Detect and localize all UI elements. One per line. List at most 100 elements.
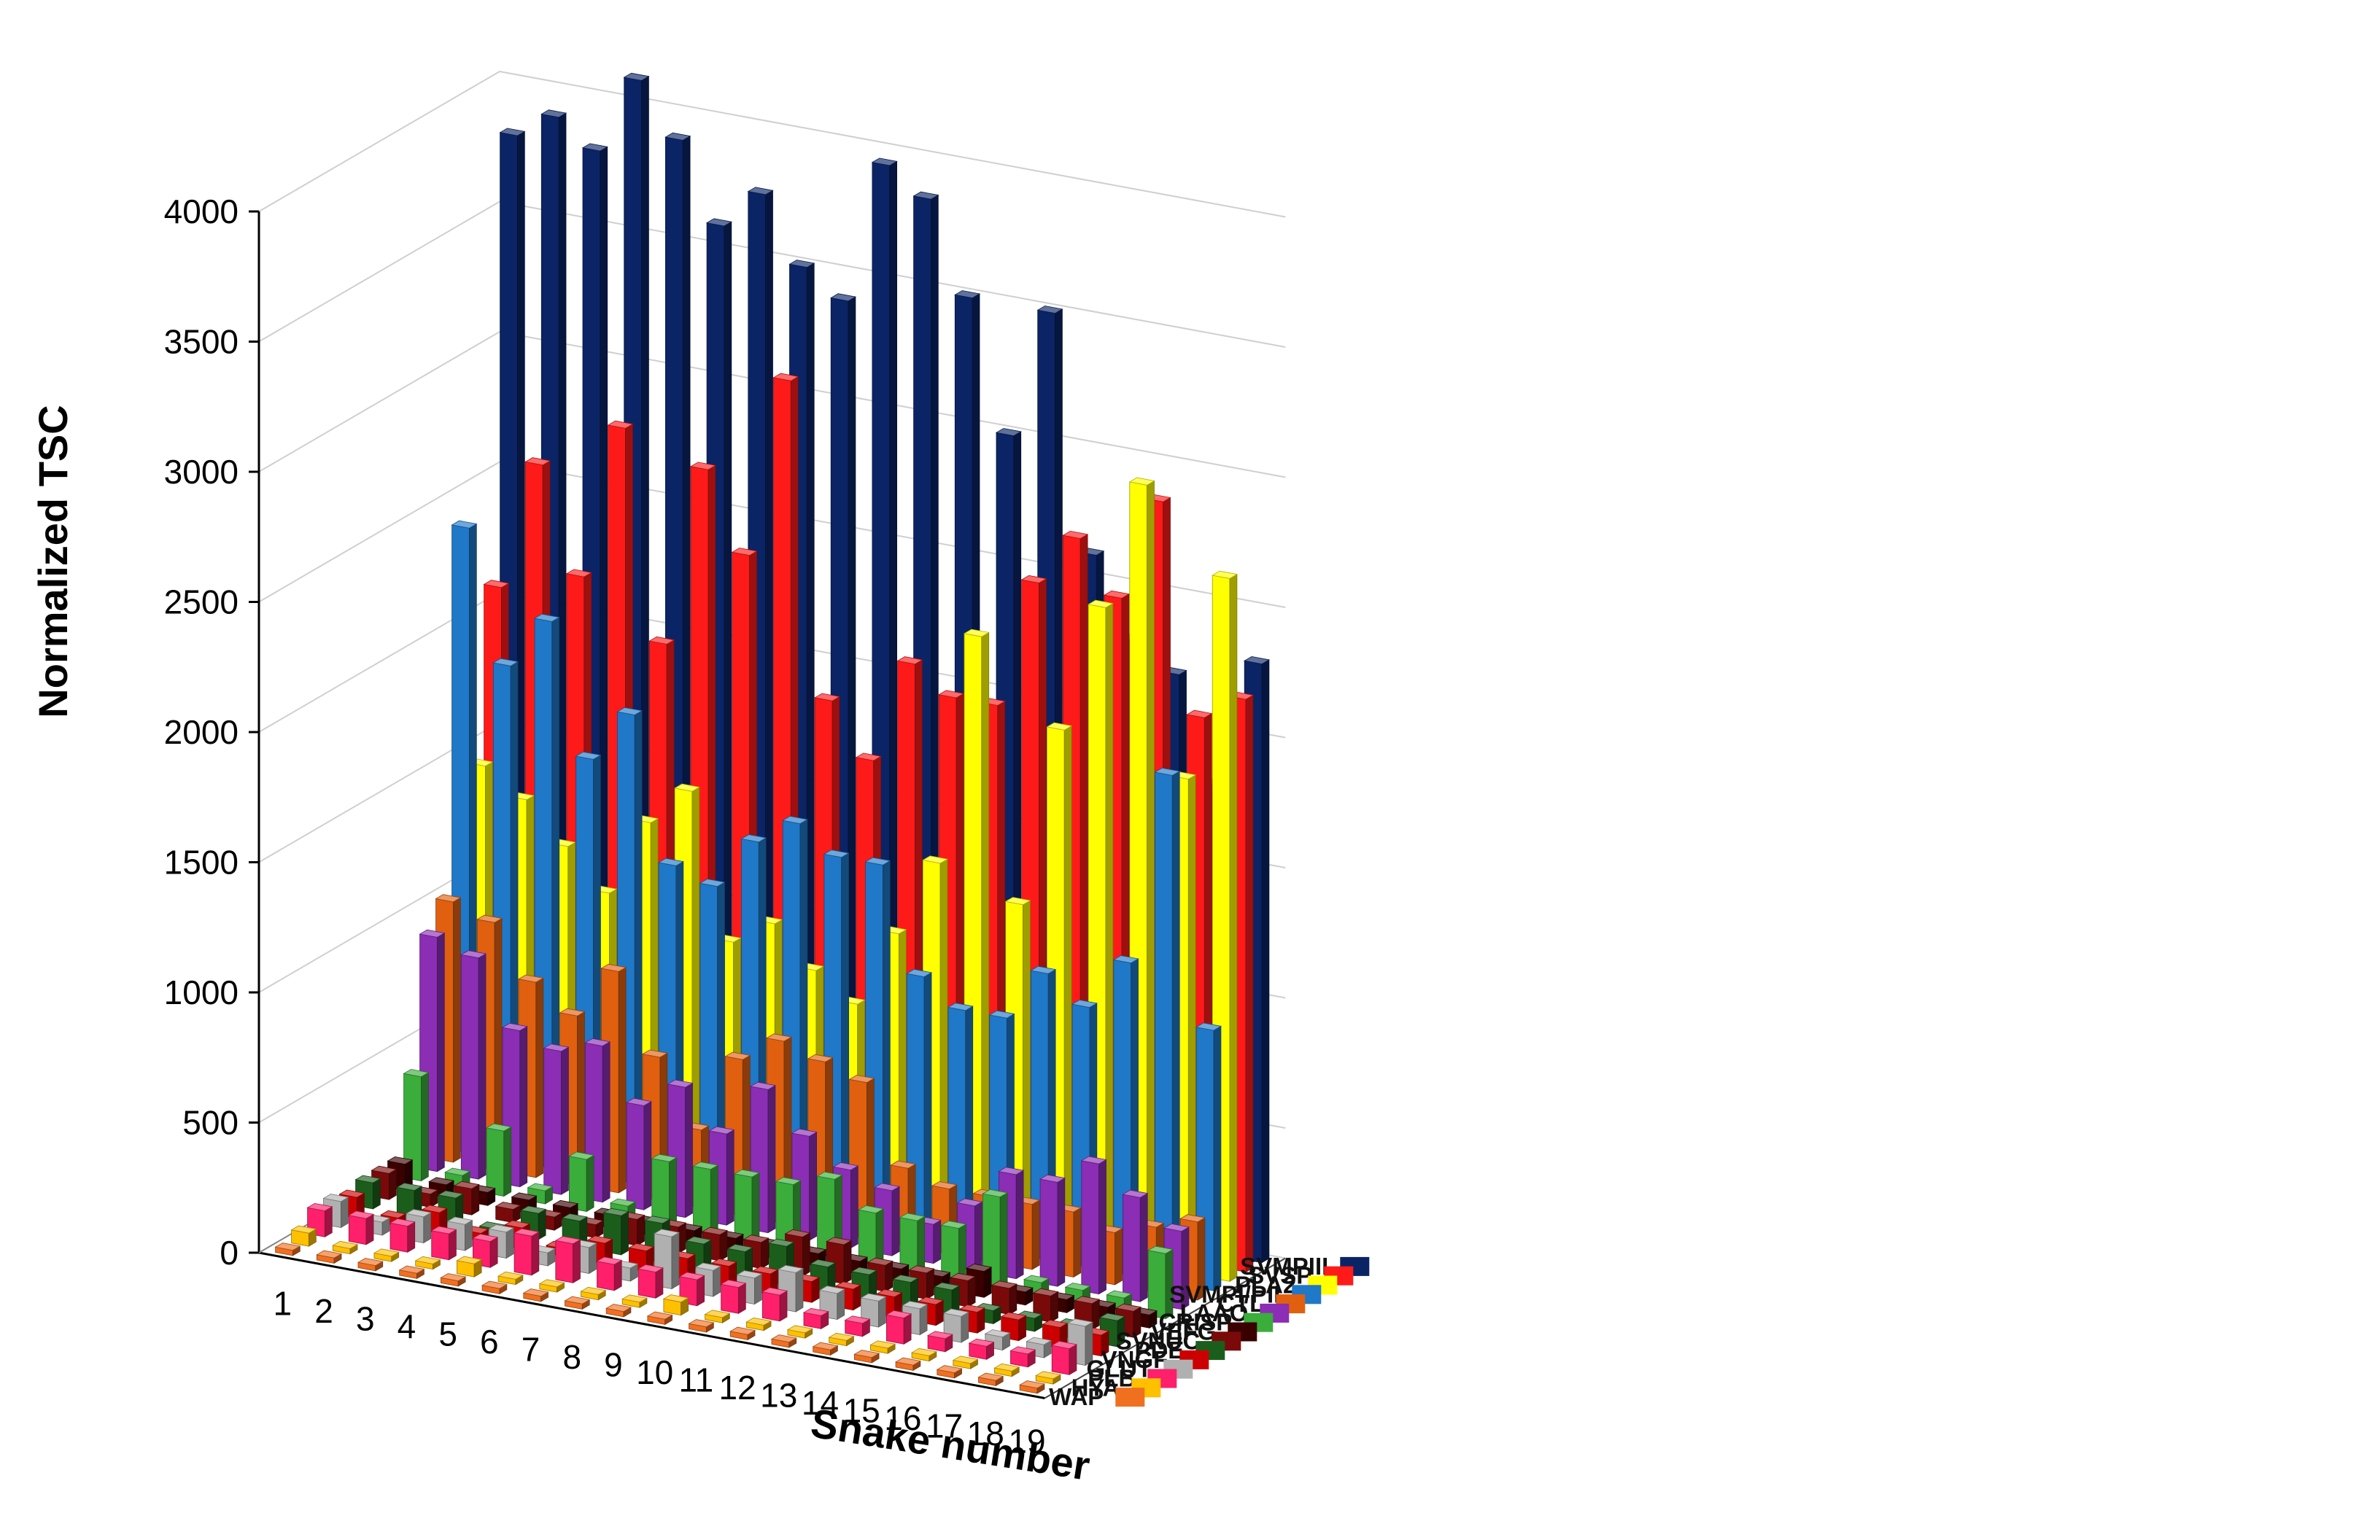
legend-label: WAP [1049,1383,1104,1410]
bar-wap-12 [729,1326,756,1341]
legend-label: CTL [1217,1290,1264,1317]
bar-hya-16 [910,1348,937,1362]
legend-label: SVNUC [1116,1327,1201,1354]
y-tick-label: 1500 [164,844,239,882]
x-tick-label: 14 [802,1384,839,1422]
bar-wap-8 [564,1296,591,1310]
legend-label: CRISP [1158,1309,1232,1336]
bars [274,72,1271,1394]
bar-pde-7 [602,1208,629,1256]
legend-label: PLB [1088,1365,1136,1392]
bar-wap-6 [481,1280,508,1295]
bar-hya-14 [828,1332,855,1347]
x-tick-label: 7 [522,1330,540,1368]
bar-hya-4 [414,1256,441,1270]
legend-item: SVMPIII [1240,1253,1370,1280]
legend-label: VNGF [1101,1346,1168,1373]
bar-laao-18 [1122,1189,1149,1302]
bar-wap-9 [605,1304,632,1318]
bar-plb-9 [637,1264,664,1299]
legend-label: SVMPIII [1240,1253,1328,1280]
bar-plb-16 [926,1331,953,1353]
bar-laao-4 [543,1043,570,1195]
bar-hya-2 [332,1240,359,1255]
bar-wap-15 [853,1350,880,1364]
bar-wap-13 [770,1334,797,1348]
bar-svnuc-16 [991,1280,1017,1315]
bar-hya-8 [580,1286,607,1301]
x-axis-line [258,1251,1045,1399]
bar-wap-14 [812,1342,839,1356]
bar-crisp-13 [899,1213,926,1274]
legend-label: GLUT [1086,1356,1152,1382]
bar-crisp-5 [568,1151,595,1213]
x-tick-label: 19 [1008,1422,1045,1460]
bar-plb-11 [720,1279,747,1314]
y-axis-label: Normalized TSC [30,405,76,718]
y-tick-label: 1000 [164,973,239,1011]
gridline [258,461,1286,608]
bar-hya-1 [290,1225,317,1247]
bar-hya-13 [786,1325,813,1339]
y-tick-label: 3000 [164,453,239,491]
bar-wap-2 [316,1250,343,1264]
bar-wap-11 [688,1319,715,1333]
bar-hya-10 [662,1294,689,1316]
bar-wap-3 [357,1258,384,1272]
bar-plb-4 [430,1226,457,1261]
y-tick-label: 3500 [164,323,239,361]
bar-laao-2 [460,950,487,1180]
x-tick-label: 5 [438,1315,457,1353]
bar-wap-1 [274,1242,301,1256]
bar-crisp-1 [403,1069,430,1182]
x-tick-label: 3 [356,1299,375,1337]
x-tick-label: 15 [843,1391,880,1429]
bar-hya-18 [993,1363,1020,1377]
legend-label: HYA [1071,1374,1120,1401]
y-tick-label: 500 [182,1104,239,1142]
y-tick-label: 4000 [164,192,239,230]
bar-svnuc-4 [495,1202,522,1224]
legend-item: SVSP [1248,1262,1354,1289]
legend-label: VEFG [1150,1318,1216,1345]
bar-wap-17 [936,1365,963,1379]
bar-glut-19 [1067,1318,1094,1366]
bar-wap-18 [977,1372,1004,1387]
bar-crisp-3 [485,1123,512,1197]
bar-pde-2 [396,1183,423,1218]
x-tick-label: 12 [718,1369,756,1407]
bar-wap-4 [398,1265,425,1280]
bar-crisp-11 [816,1171,843,1259]
bar-crisp-19 [1147,1245,1174,1320]
x-tick-label: 8 [562,1338,581,1376]
bar-wap-10 [646,1311,673,1326]
x-tick-label: 13 [760,1376,797,1414]
x-tick-label: 17 [926,1407,963,1444]
bar-plb-18 [1009,1346,1036,1368]
x-tick-label: 18 [967,1415,1004,1452]
bar-laao-16 [1039,1174,1066,1287]
x-tick-label: 16 [884,1399,921,1437]
legend-swatch [1115,1388,1145,1407]
bar-svmpi-pii-18 [1154,767,1181,1284]
bar-crisp-12 [858,1205,885,1266]
bar-crisp-9 [734,1169,761,1243]
x-tick-label: 2 [314,1292,333,1330]
legend-label: SVSP [1248,1262,1312,1289]
legend-item: LAAO [1180,1299,1290,1326]
bar-hya-11 [704,1310,731,1323]
bar-laao-17 [1080,1156,1107,1295]
legend-label: PDE [1134,1337,1184,1364]
y-tick-label: 0 [220,1234,239,1272]
x-tick-label: 6 [480,1323,499,1361]
bar-wap-7 [522,1288,549,1302]
x-tick-label: 9 [604,1345,623,1383]
bar-plb-2 [348,1210,375,1245]
bar-hya-15 [869,1340,896,1354]
bar-plb-3 [389,1218,416,1253]
y-tick-label: 2000 [164,713,239,751]
legend: SVMPIIISVSPPLA2SVMPI/PIICTLLAAOCRISPVEFG… [1049,1253,1370,1410]
